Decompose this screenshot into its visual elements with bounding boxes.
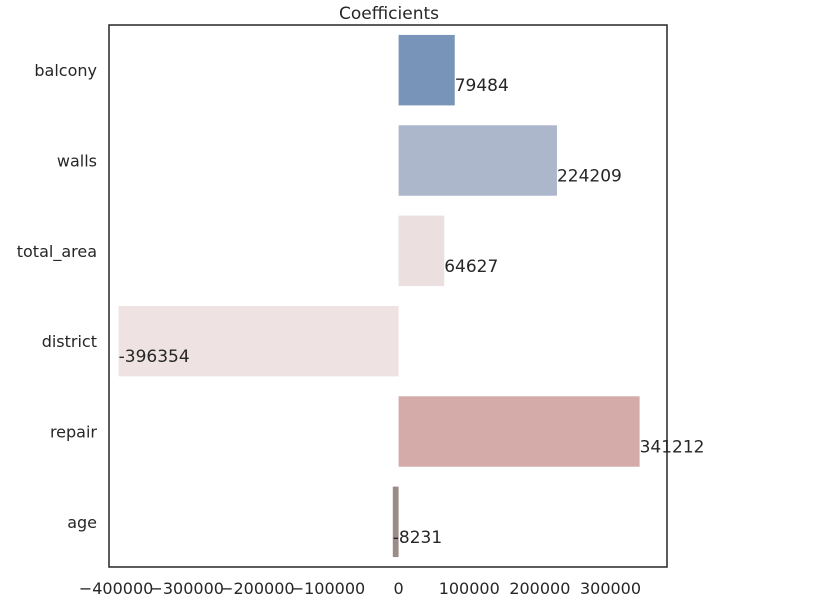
bar-district — [118, 305, 399, 377]
x-tick-label: −300000 — [149, 579, 223, 598]
plot-frame — [108, 24, 668, 568]
bar-age — [392, 486, 399, 558]
y-tick-label-age: age — [67, 513, 97, 532]
bar-value-label-age: -8231 — [393, 528, 442, 548]
bars — [118, 34, 640, 558]
bar-value-label-district: -396354 — [119, 347, 190, 367]
bar-value-label-repair: 341212 — [640, 438, 705, 458]
x-tick-label: −200000 — [220, 579, 294, 598]
chart-title: Coefficients — [339, 4, 439, 24]
x-tick-label: 300000 — [580, 579, 641, 598]
x-tick-label: −100000 — [291, 579, 365, 598]
bar-value-label-walls: 224209 — [557, 167, 622, 187]
y-tick-label-repair: repair — [50, 423, 97, 442]
x-tick-labels: −400000−300000−200000−100000 0 100000 20000… — [79, 579, 641, 598]
x-tick-label: −400000 — [79, 579, 153, 598]
y-tick-label-balcony: balcony — [34, 61, 97, 80]
y-tick-labels: balcony walls total_area district repair age — [17, 61, 98, 532]
y-tick-label-total_area: total_area — [17, 242, 97, 262]
x-tick-label: 200000 — [509, 579, 570, 598]
bar-value-label-total_area: 64627 — [444, 257, 498, 277]
y-tick-label-walls: walls — [57, 152, 97, 171]
x-tick-label: 100000 — [439, 579, 500, 598]
bar-balcony — [398, 34, 455, 106]
bar-value-label-balcony: 79484 — [455, 76, 509, 96]
bar-value-labels: 79484 224209 64627 -396354 341212 -8231 — [119, 76, 705, 548]
bar-walls — [398, 125, 557, 196]
x-tick-label: 0 — [394, 579, 404, 598]
bar-total_area — [398, 215, 445, 287]
bar-repair — [398, 396, 640, 467]
y-tick-label-district: district — [42, 332, 97, 351]
